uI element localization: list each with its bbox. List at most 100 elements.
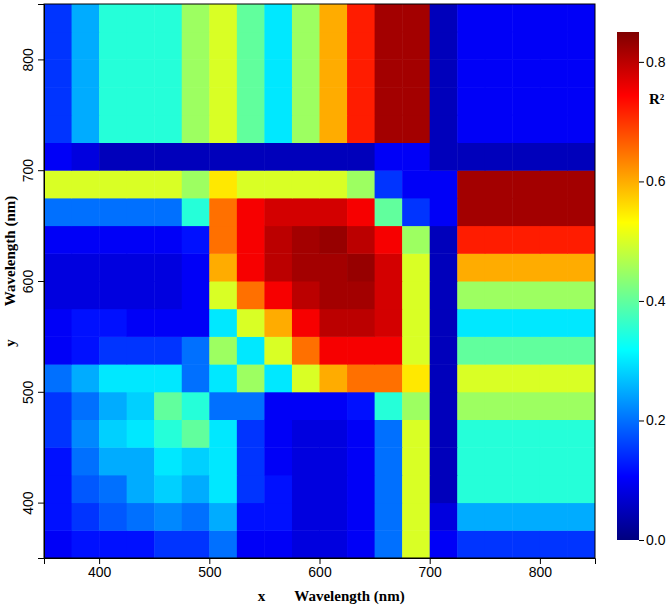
heat-cell xyxy=(457,364,485,392)
heat-cell xyxy=(264,364,292,392)
x-tick-label: 500 xyxy=(198,564,222,580)
heat-cell xyxy=(567,115,595,143)
heat-cell xyxy=(237,253,265,281)
y-tick: 400 xyxy=(20,491,44,515)
heat-cell xyxy=(182,447,210,475)
heat-cell xyxy=(237,198,265,226)
heat-cell xyxy=(127,226,155,254)
heat-cell xyxy=(375,115,403,143)
heat-cell xyxy=(127,530,155,558)
heat-cell xyxy=(154,253,182,281)
heat-cell xyxy=(402,143,430,171)
heat-cell xyxy=(264,4,292,32)
heat-cell xyxy=(320,392,348,420)
heat-cell xyxy=(512,226,540,254)
y-tick-mark xyxy=(38,503,44,504)
heat-cell xyxy=(512,364,540,392)
heat-cell xyxy=(264,59,292,87)
heat-cell xyxy=(485,364,513,392)
heat-cell xyxy=(99,87,127,115)
heat-cell xyxy=(99,253,127,281)
heat-cell xyxy=(154,503,182,531)
heat-cell xyxy=(540,59,568,87)
heat-cell xyxy=(567,447,595,475)
heat-cell xyxy=(127,170,155,198)
heat-cell xyxy=(72,420,100,448)
heat-cell xyxy=(264,32,292,60)
heat-cell xyxy=(567,198,595,226)
heat-cell xyxy=(567,143,595,171)
heat-cell xyxy=(430,87,458,115)
heat-cell xyxy=(44,143,72,171)
heat-cell xyxy=(127,59,155,87)
heat-cell xyxy=(457,4,485,32)
heat-cell xyxy=(347,170,375,198)
heat-cell xyxy=(320,420,348,448)
heat-cell xyxy=(540,143,568,171)
heat-cell xyxy=(320,447,348,475)
heat-cell xyxy=(237,4,265,32)
colorbar-tick-label: 0.6 xyxy=(646,173,666,189)
heat-cell xyxy=(209,336,237,364)
heat-cell xyxy=(320,170,348,198)
heat-cell xyxy=(44,503,72,531)
heat-cell xyxy=(347,392,375,420)
heat-cell xyxy=(292,59,320,87)
heat-cell xyxy=(567,4,595,32)
heat-cell xyxy=(567,475,595,503)
heat-cell xyxy=(430,170,458,198)
heat-cell xyxy=(44,253,72,281)
heat-cell xyxy=(209,115,237,143)
heat-cell xyxy=(485,447,513,475)
heat-cell xyxy=(99,143,127,171)
heat-cell xyxy=(375,447,403,475)
heat-cell xyxy=(375,336,403,364)
heat-cell xyxy=(347,503,375,531)
heat-cell xyxy=(209,392,237,420)
heat-cell xyxy=(485,4,513,32)
heat-cell xyxy=(209,503,237,531)
heat-cell xyxy=(512,170,540,198)
heat-cell xyxy=(402,4,430,32)
heat-cell xyxy=(402,170,430,198)
heat-cell xyxy=(292,336,320,364)
heat-cell xyxy=(402,87,430,115)
heat-cell xyxy=(237,420,265,448)
x-axis: 400500600700800 xyxy=(45,558,596,580)
heat-cell xyxy=(540,420,568,448)
heat-cell xyxy=(320,115,348,143)
x-axis-title: Wavelength (nm) xyxy=(294,588,404,605)
heat-cell xyxy=(127,198,155,226)
heat-cell xyxy=(457,87,485,115)
y-axis: 400500600700800 xyxy=(20,5,45,559)
heat-cell xyxy=(127,281,155,309)
heat-cell xyxy=(237,87,265,115)
x-axis-letter: x xyxy=(258,588,266,604)
heat-cell xyxy=(154,309,182,337)
colorbar-axis: 0.00.20.40.60.8 xyxy=(639,33,666,548)
heat-cell xyxy=(347,420,375,448)
colorbar-tick-mark xyxy=(639,181,644,182)
heat-cell xyxy=(292,115,320,143)
colorbar-tick-label: 0.4 xyxy=(646,293,666,309)
heat-cell xyxy=(485,143,513,171)
heat-cell xyxy=(154,530,182,558)
heat-cell xyxy=(320,309,348,337)
heat-cell xyxy=(347,309,375,337)
heat-cell xyxy=(567,503,595,531)
heat-cell xyxy=(237,226,265,254)
heat-cell xyxy=(457,226,485,254)
colorbar-tick-mark xyxy=(639,301,644,302)
colorbar-tick-mark xyxy=(639,62,644,63)
heat-cell xyxy=(237,32,265,60)
heat-cell xyxy=(292,392,320,420)
heat-cell xyxy=(127,336,155,364)
heat-cell xyxy=(292,447,320,475)
heat-cell xyxy=(127,32,155,60)
heat-cell xyxy=(457,143,485,171)
heat-cell xyxy=(72,309,100,337)
heat-cell xyxy=(182,253,210,281)
heat-cell xyxy=(320,336,348,364)
heat-cell xyxy=(430,281,458,309)
heat-cell xyxy=(485,503,513,531)
